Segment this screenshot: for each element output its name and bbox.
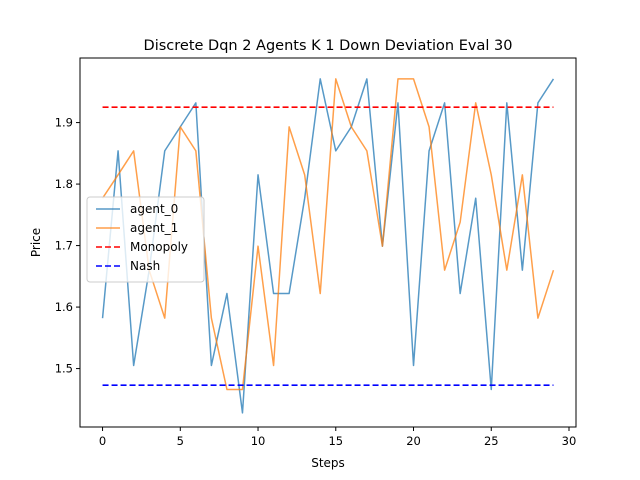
x-tick-label: 5: [177, 434, 184, 448]
plot-frame: [79, 57, 577, 428]
legend-label-monopoly: Monopoly: [130, 240, 188, 254]
x-tick-label: 15: [328, 434, 343, 448]
legend: agent_0 agent_1 Monopoly Nash: [86, 196, 205, 283]
x-tick-label: 10: [251, 434, 266, 448]
legend-box: [86, 196, 205, 283]
x-axis-label: Steps: [311, 456, 345, 470]
x-tick-label: 30: [562, 434, 577, 448]
series-line-agent-0: [101, 78, 555, 414]
x-tick-label: 20: [406, 434, 421, 448]
legend-label-agent-1: agent_1: [130, 221, 178, 235]
x-tick-label: 25: [484, 434, 499, 448]
x-tick-label: 0: [99, 434, 106, 448]
y-tick-label: 1.5: [55, 362, 73, 376]
series-line-agent-1: [101, 78, 555, 391]
legend-label-agent-0: agent_0: [130, 202, 178, 216]
y-tick-label: 1.8: [55, 177, 73, 191]
y-tick-label: 1.7: [55, 239, 73, 253]
chart-title: Discrete Dqn 2 Agents K 1 Down Deviation…: [144, 38, 513, 54]
y-tick-label: 1.6: [55, 300, 73, 314]
y-axis-label: Price: [29, 228, 43, 257]
legend-label-nash: Nash: [130, 259, 160, 273]
y-tick-label: 1.9: [55, 116, 73, 130]
series-layer: [101, 78, 555, 414]
ticks-layer: 0 5 10 15 20 25 30 1.5 1.6 1.7 1.8 1.9: [55, 116, 577, 448]
